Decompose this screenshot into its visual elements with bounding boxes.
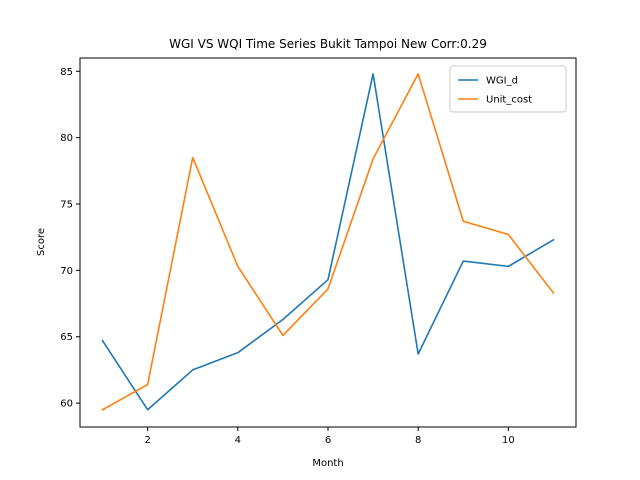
y-tick-label: 85 (60, 67, 73, 78)
y-tick-label: 60 (60, 399, 73, 410)
legend-label: WGI_d (486, 76, 518, 87)
x-tick-label: 6 (325, 435, 331, 446)
chart-title: WGI VS WQI Time Series Bukit Tampoi New … (169, 37, 487, 51)
y-tick-label: 75 (60, 200, 73, 211)
x-axis-label: Month (312, 458, 343, 469)
legend-box (449, 65, 567, 113)
x-tick-label: 10 (502, 435, 515, 446)
plot-frame (79, 57, 577, 428)
y-tick-label: 65 (60, 332, 73, 343)
y-tick-label: 80 (60, 133, 73, 144)
x-tick-label: 4 (235, 435, 241, 446)
legend: WGI_d Unit_cost (449, 65, 567, 113)
x-tick-label: 2 (144, 435, 150, 446)
y-axis-label: Score (36, 228, 47, 256)
series-line-unit-cost (101, 73, 555, 411)
series-line-wgi-d (101, 73, 555, 411)
x-tick-label: 8 (415, 435, 421, 446)
y-tick-label: 70 (60, 266, 73, 277)
legend-label: Unit_cost (486, 95, 532, 106)
